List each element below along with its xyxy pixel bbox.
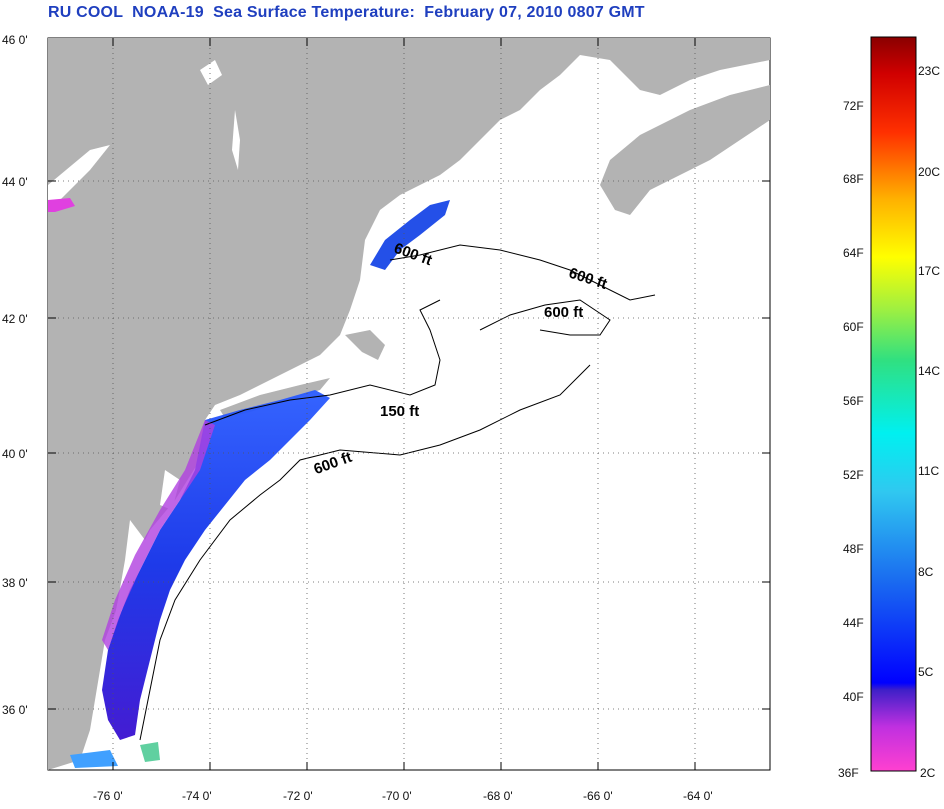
cbar-c-23: 23C	[918, 64, 940, 78]
lake-champlain	[232, 110, 240, 170]
cbar-f-72: 72F	[843, 99, 864, 113]
lat-label-46: 46 0'	[2, 33, 28, 47]
sst-swath-gulf-of-maine	[370, 200, 450, 270]
lat-label-36: 36 0'	[2, 703, 28, 717]
cbar-f-48: 48F	[843, 542, 864, 556]
contour-150ft	[204, 299, 441, 426]
cbar-c-11: 11C	[918, 464, 939, 478]
lon-label-64: -64 0'	[683, 789, 713, 803]
delaware-bay	[160, 470, 180, 510]
land-cape-cod	[345, 330, 385, 360]
cbar-c-2: 2C	[920, 766, 936, 780]
map-title: RU COOL NOAA-19 Sea Surface Temperature:…	[48, 4, 645, 21]
lon-label-72: -72 0'	[283, 789, 313, 803]
contour-label-georges: 600 ft	[544, 304, 583, 321]
lon-label-66: -66 0'	[583, 789, 613, 803]
cbar-f-64: 64F	[843, 246, 864, 260]
contour-600ft-georges	[479, 299, 611, 336]
lon-label-74: -74 0'	[182, 789, 212, 803]
sst-south-cyan	[70, 750, 118, 768]
cbar-f-68: 68F	[843, 172, 864, 186]
cbar-c-20: 20C	[918, 165, 940, 179]
sst-coastal-purple	[102, 420, 215, 650]
lake-ontario-edge	[48, 145, 110, 210]
color-scale-gradient	[870, 36, 917, 772]
cbar-f-60: 60F	[843, 320, 864, 334]
cbar-f-40: 40F	[843, 690, 864, 704]
cbar-c-5: 5C	[918, 665, 934, 679]
sst-swath-midatlantic	[102, 390, 330, 740]
cbar-c-14: 14C	[918, 364, 940, 378]
cbar-f-36: 36F	[838, 766, 859, 780]
cbar-f-56: 56F	[843, 394, 864, 408]
lon-label-70: -70 0'	[382, 789, 412, 803]
contour-600ft-gulf-of-maine	[389, 244, 656, 301]
lat-label-38: 38 0'	[2, 576, 28, 590]
sst-lake-pink	[48, 198, 75, 212]
cbar-c-17: 17C	[918, 264, 940, 278]
land-long-island	[220, 378, 330, 418]
lake-small	[200, 60, 222, 85]
cbar-f-52: 52F	[843, 468, 864, 482]
lon-label-68: -68 0'	[483, 789, 513, 803]
lat-label-44: 44 0'	[2, 175, 28, 189]
contour-label-150: 150 ft	[380, 403, 419, 420]
sst-south-green	[140, 742, 160, 762]
land-nova-scotia	[600, 85, 770, 215]
lon-label-76: -76 0'	[93, 789, 123, 803]
land-mainland	[48, 38, 770, 770]
frame-ticks	[48, 38, 770, 770]
lat-label-40: 40 0'	[2, 447, 28, 461]
lat-label-42: 42 0'	[2, 312, 28, 326]
cbar-f-44: 44F	[843, 616, 864, 630]
contour-600ft-shelf	[139, 364, 591, 741]
cbar-c-8: 8C	[918, 565, 934, 579]
graticule	[48, 38, 770, 770]
